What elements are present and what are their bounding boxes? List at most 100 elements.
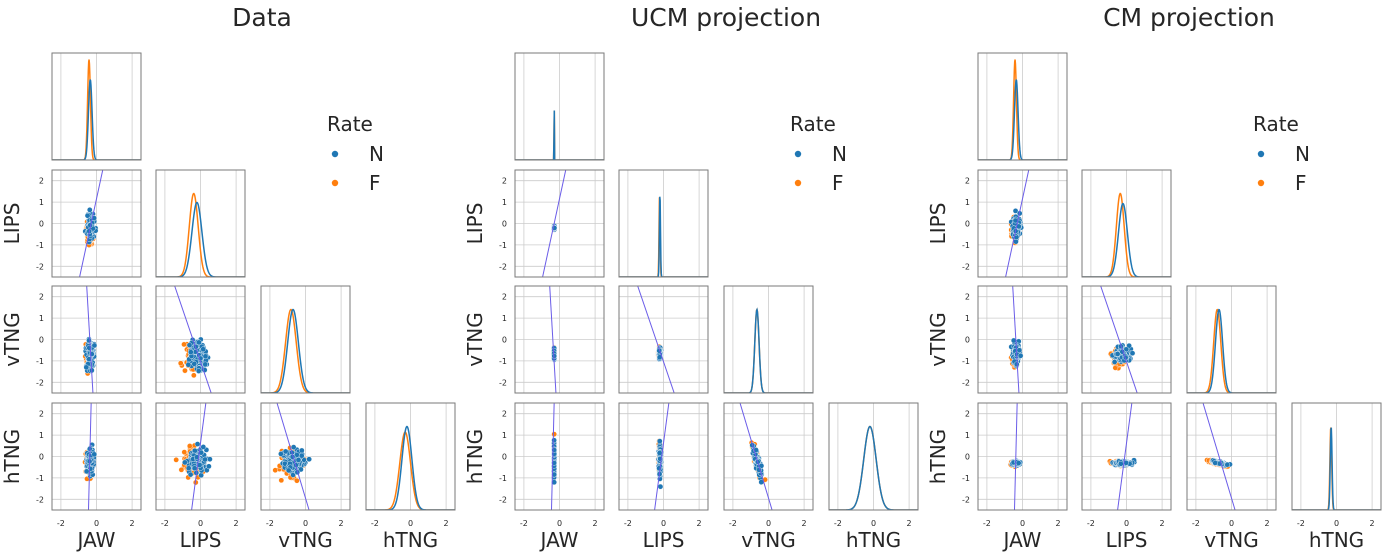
x-tick-label: -2 bbox=[520, 519, 528, 528]
data-point-n bbox=[194, 441, 201, 447]
regression-line bbox=[1013, 403, 1018, 510]
regression-line bbox=[191, 403, 207, 510]
x-tick-label: 2 bbox=[907, 519, 912, 528]
x-tick-label: 2 bbox=[593, 519, 598, 528]
x-tick-label: 0 bbox=[94, 519, 99, 528]
x-axis-label: JAW bbox=[539, 528, 579, 552]
axes-frame bbox=[977, 52, 1068, 161]
data-point-n bbox=[282, 448, 289, 455]
regression-line bbox=[174, 286, 212, 393]
regression-line bbox=[1202, 403, 1236, 510]
plot-area bbox=[1005, 170, 1030, 277]
subplot-lips-vs-jaw: 2 1 0 -1 -2 LIPS bbox=[463, 169, 605, 278]
regression-line bbox=[1012, 286, 1020, 393]
data-point-f bbox=[294, 477, 300, 484]
data-point-n bbox=[656, 450, 663, 456]
data-point-n bbox=[1114, 351, 1121, 357]
y-axis-label: vTNG bbox=[0, 312, 24, 367]
x-tick-label: 0 bbox=[871, 519, 876, 528]
kde-curve-f bbox=[156, 192, 245, 277]
data-point-n bbox=[198, 472, 204, 479]
x-tick-label: 0 bbox=[1124, 519, 1129, 528]
subplot-htng-vs-jaw: 2 1 0 -1 -2 hTNG -2 0 2 JAW bbox=[0, 402, 142, 552]
y-tick-label: -2 bbox=[499, 262, 507, 271]
data-point-n bbox=[86, 337, 92, 344]
y-tick-label: -1 bbox=[499, 357, 507, 366]
axes-frame bbox=[155, 402, 246, 511]
subplot-htng-vs-jaw: 2 1 0 -1 -2 hTNG -2 0 2 JAW bbox=[926, 402, 1068, 552]
y-axis-label: hTNG bbox=[0, 429, 24, 484]
y-tick-label: 1 bbox=[39, 198, 44, 207]
y-tick-label: -1 bbox=[962, 241, 970, 250]
x-tick-label: 0 bbox=[1020, 519, 1025, 528]
y-tick-label: 1 bbox=[965, 314, 970, 323]
data-point-f bbox=[272, 467, 279, 473]
data-point-n bbox=[1224, 461, 1231, 468]
data-point-n bbox=[200, 346, 206, 353]
axes-frame bbox=[1081, 285, 1172, 394]
y-tick-label: 1 bbox=[39, 431, 44, 440]
legend: Rate NF bbox=[327, 112, 384, 195]
kde-curve-n bbox=[156, 201, 245, 277]
plot-area bbox=[82, 286, 98, 393]
axes-frame bbox=[514, 169, 605, 278]
data-point-n bbox=[195, 368, 202, 374]
data-point-n bbox=[656, 438, 663, 444]
data-point-f bbox=[278, 477, 285, 484]
y-tick-label: -1 bbox=[36, 474, 44, 483]
plot-area bbox=[542, 170, 567, 277]
y-axis-label: hTNG bbox=[463, 429, 487, 484]
plot-area bbox=[1107, 403, 1138, 510]
x-tick-label: -2 bbox=[729, 519, 737, 528]
x-tick-label: -2 bbox=[983, 519, 991, 528]
axes-frame bbox=[977, 285, 1068, 394]
y-tick-label: 2 bbox=[502, 293, 507, 302]
subplot-lips-vs-lips bbox=[618, 169, 709, 278]
data-point-n bbox=[207, 456, 213, 462]
y-tick-label: 0 bbox=[39, 453, 44, 462]
regression-line bbox=[542, 170, 567, 277]
y-tick-label: -2 bbox=[499, 378, 507, 387]
data-point-n bbox=[196, 462, 203, 468]
regression-line bbox=[79, 170, 104, 277]
x-axis-label: vTNG bbox=[741, 528, 796, 552]
plot-area bbox=[1100, 286, 1138, 393]
data-point-n bbox=[206, 463, 212, 470]
data-point-f bbox=[191, 372, 197, 379]
subplot-htng-vs-htng: -2 0 2 hTNG bbox=[828, 402, 919, 552]
data-point-n bbox=[91, 451, 98, 458]
y-tick-label: 1 bbox=[502, 314, 507, 323]
subplot-htng-vs-lips: -2 0 2 LIPS bbox=[618, 402, 709, 552]
plot-area bbox=[272, 403, 312, 510]
plot-area bbox=[366, 425, 455, 510]
y-tick-label: 0 bbox=[39, 220, 44, 229]
x-axis-label: JAW bbox=[1002, 528, 1042, 552]
y-tick-label: 0 bbox=[502, 220, 507, 229]
axes-frame bbox=[260, 285, 351, 394]
regression-line bbox=[87, 403, 92, 510]
legend: Rate NF bbox=[1253, 112, 1310, 195]
x-tick-label: 2 bbox=[802, 519, 807, 528]
y-tick-label: 1 bbox=[502, 431, 507, 440]
kde-curve-f bbox=[1082, 192, 1171, 277]
legend-label: F bbox=[1295, 171, 1307, 195]
y-tick-label: -1 bbox=[36, 357, 44, 366]
panel-title: UCM projection bbox=[631, 3, 821, 32]
data-point-n bbox=[1017, 352, 1024, 359]
axes-frame bbox=[1291, 402, 1382, 511]
data-point-n bbox=[298, 452, 305, 459]
x-tick-label: -2 bbox=[266, 519, 274, 528]
x-tick-label: 2 bbox=[130, 519, 135, 528]
plot-area bbox=[654, 403, 670, 510]
data-point-n bbox=[202, 456, 208, 463]
axes-frame bbox=[1186, 285, 1277, 394]
x-tick-label: -2 bbox=[161, 519, 169, 528]
data-point-n bbox=[86, 345, 93, 351]
axes-frame bbox=[260, 402, 351, 511]
legend: Rate NF bbox=[790, 112, 847, 195]
axes-frame bbox=[514, 52, 605, 161]
data-point-f bbox=[181, 449, 188, 455]
x-axis-label: hTNG bbox=[383, 528, 438, 552]
legend-marker-f bbox=[1257, 179, 1265, 187]
data-point-n bbox=[187, 349, 194, 355]
